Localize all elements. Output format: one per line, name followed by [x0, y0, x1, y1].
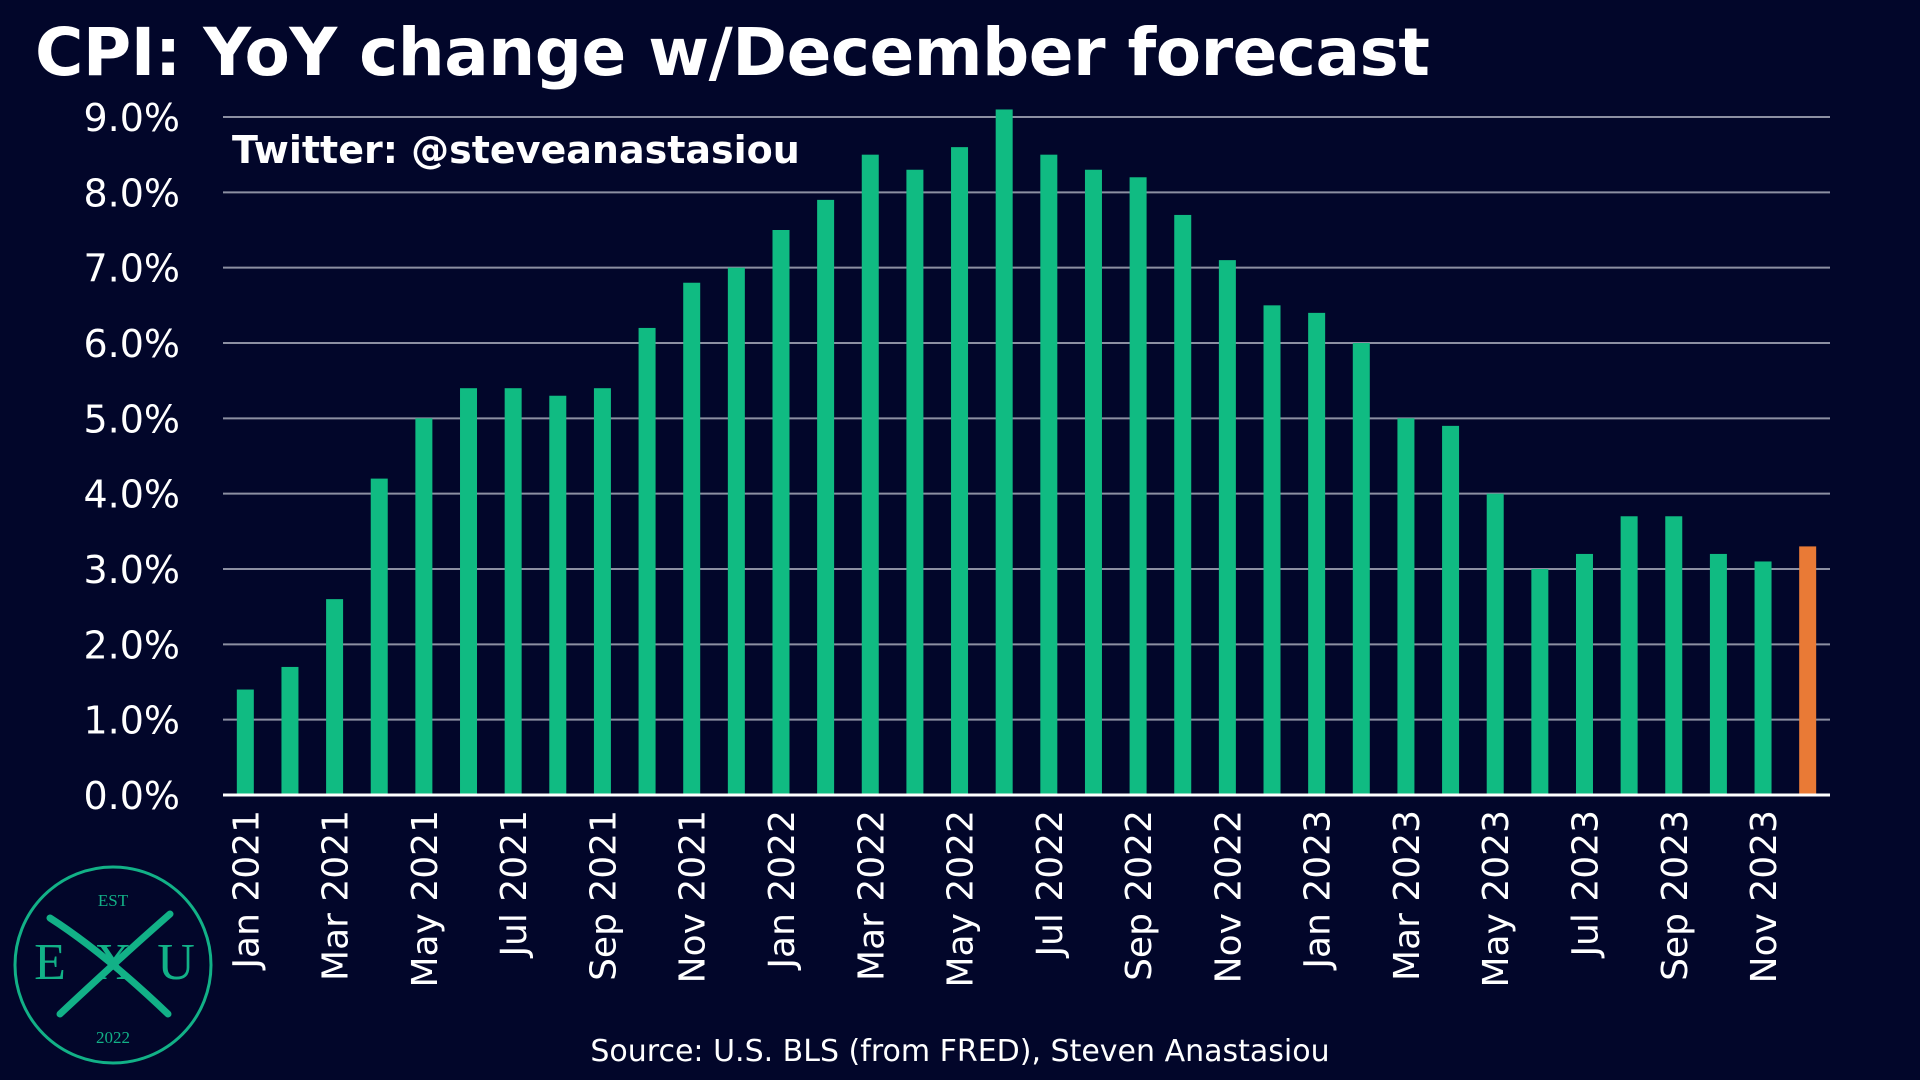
twitter-handle-annotation: Twitter: @steveanastasiou [232, 128, 800, 172]
x-tick-label: Jul 2022 [1030, 810, 1071, 959]
cpi-bar [1442, 425, 1460, 795]
logo-bottom-text: 2022 [96, 1028, 130, 1047]
x-tick-label: Jul 2021 [494, 810, 535, 959]
cpi-bar [817, 199, 835, 795]
logo-left-letter: E [34, 934, 66, 991]
cpi-bar [1486, 493, 1504, 795]
x-tick-label: May 2023 [1476, 810, 1517, 988]
cpi-bar [326, 599, 344, 795]
x-tick-label: May 2022 [941, 810, 982, 988]
y-tick-label: 8.0% [83, 171, 180, 215]
source-text: Source: U.S. BLS (from FRED), Steven Ana… [590, 1034, 1330, 1069]
cpi-bar [1352, 343, 1370, 795]
cpi-bar [1084, 169, 1102, 795]
x-tick-label: Jul 2023 [1565, 810, 1606, 959]
x-tick-label: Sep 2021 [583, 810, 624, 981]
cpi-bar [370, 478, 388, 795]
cpi-bar [638, 327, 656, 795]
cpi-bar [1665, 516, 1683, 795]
y-tick-label: 0.0% [83, 774, 180, 818]
x-tick-label: Nov 2021 [673, 810, 714, 983]
logo-x-stroke-left [46, 914, 172, 1018]
cpi-bar [236, 689, 254, 795]
y-tick-label: 4.0% [83, 473, 180, 517]
cpi-bar [415, 418, 433, 795]
x-tick-label: Nov 2023 [1744, 810, 1785, 983]
cpi-bar [995, 109, 1013, 795]
cpi-bar [1218, 260, 1236, 796]
x-tick-label: Mar 2023 [1387, 810, 1428, 981]
cpi-bar [504, 388, 522, 795]
forecast-bar [1799, 546, 1817, 795]
x-tick-label: Sep 2022 [1119, 810, 1160, 981]
cpi-bar [772, 230, 790, 795]
cpi-bar [1263, 305, 1281, 795]
x-tick-label: Sep 2023 [1655, 810, 1696, 981]
x-tick-label: Nov 2022 [1208, 810, 1249, 983]
cpi-bar [1397, 418, 1415, 795]
x-tick-label: May 2021 [405, 810, 446, 988]
cpi-bar [1575, 553, 1593, 795]
y-tick-label: 9.0% [83, 96, 180, 140]
x-tick-label: Mar 2021 [316, 810, 357, 981]
cpi-bar [1308, 312, 1326, 795]
cpi-bar [727, 267, 745, 796]
cpi-bar [549, 395, 567, 795]
cpi-bar [906, 169, 924, 795]
cpi-bar [1531, 569, 1549, 795]
cpi-bar [951, 147, 969, 796]
cpi-bar [1174, 214, 1192, 795]
cpi-bar [1709, 553, 1727, 795]
y-tick-label: 7.0% [83, 247, 180, 291]
exu-logo: EST E X U 2022 [13, 865, 213, 1065]
y-tick-label: 3.0% [83, 548, 180, 592]
cpi-bar [1620, 516, 1638, 795]
x-tick-label: Jan 2022 [762, 810, 803, 971]
y-tick-label: 2.0% [83, 623, 180, 667]
y-tick-label: 5.0% [83, 397, 180, 441]
logo-top-text: EST [98, 891, 129, 910]
x-tick-label: Jan 2023 [1298, 810, 1339, 971]
cpi-bar [281, 666, 299, 795]
logo-right-letter: U [157, 934, 195, 991]
cpi-bar [593, 388, 611, 795]
cpi-bar [1040, 154, 1058, 795]
logo-x-stroke-right [56, 910, 174, 1018]
cpi-bar [683, 282, 701, 795]
cpi-bar [1754, 561, 1772, 795]
y-tick-label: 6.0% [83, 322, 180, 366]
chart-title: CPI: YoY change w/December forecast [35, 14, 1430, 91]
logo-center-letter: X [94, 934, 132, 991]
cpi-bar [460, 388, 478, 795]
logo-ring [13, 865, 213, 1065]
x-tick-label: Mar 2022 [851, 810, 892, 981]
x-tick-label: Jan 2021 [226, 810, 267, 971]
cpi-bar [861, 154, 879, 795]
y-tick-label: 1.0% [83, 699, 180, 743]
cpi-bar [1129, 177, 1147, 795]
